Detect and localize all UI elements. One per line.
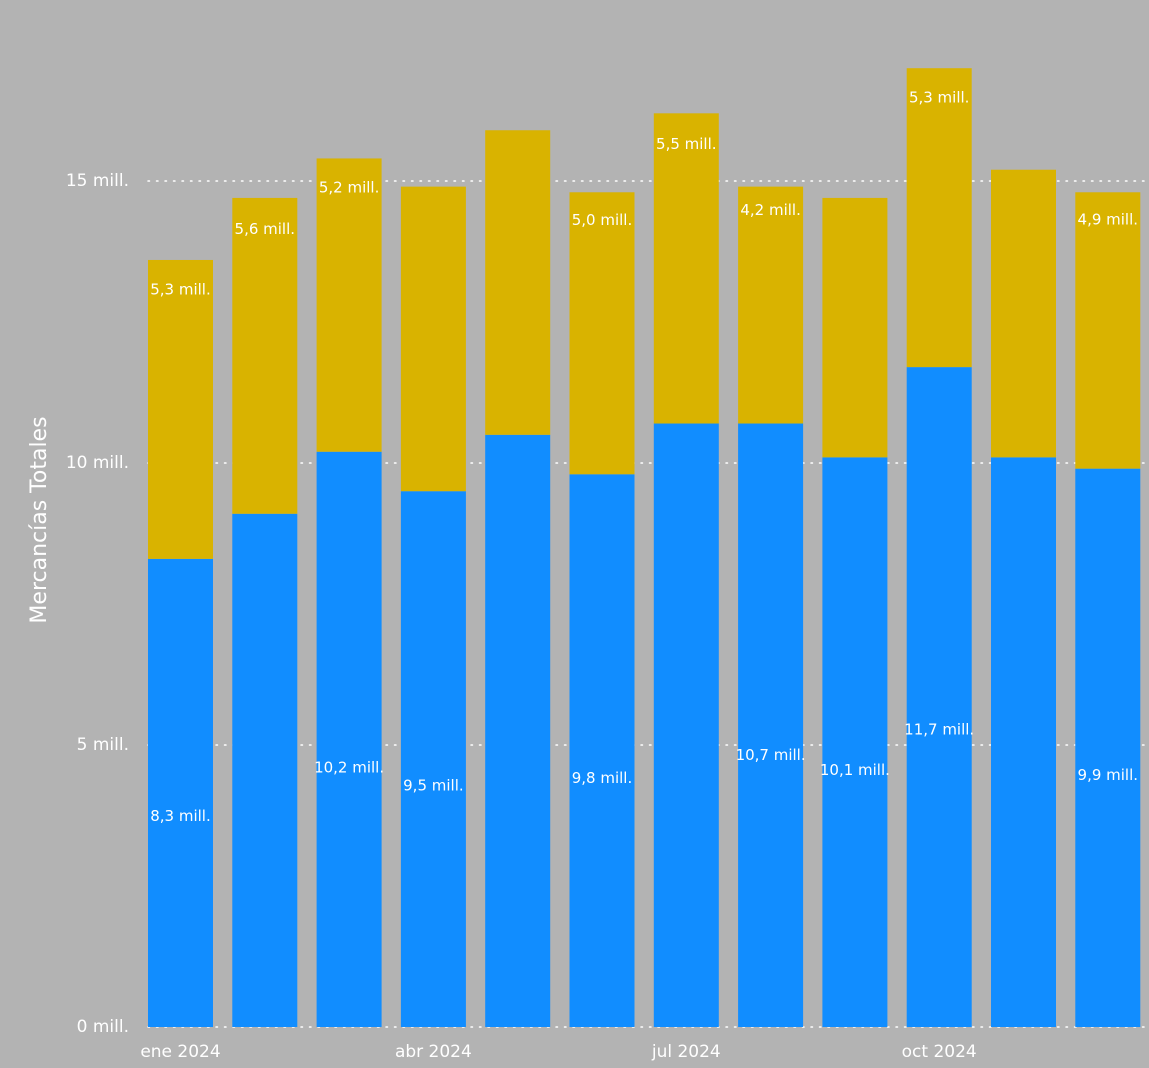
y-axis: 0 mill. 5 mill. 10 mill. 15 mill. (66, 171, 129, 1037)
bar-segment[interactable] (569, 192, 635, 475)
data-label: 10,7 mill. (736, 746, 806, 764)
bar-segment[interactable] (316, 158, 382, 452)
x-tick-label: abr 2024 (395, 1042, 472, 1062)
data-label: 9,9 mill. (1078, 766, 1139, 784)
bar-segment[interactable] (738, 186, 804, 424)
bar-segment[interactable] (822, 457, 888, 1027)
bar-segment[interactable] (316, 451, 382, 1028)
bar-segment[interactable] (991, 457, 1056, 1027)
bar-segment[interactable] (653, 423, 719, 1027)
data-label: 9,8 mill. (572, 769, 633, 787)
data-label: 5,2 mill. (319, 178, 380, 196)
x-tick-label: ene 2024 (140, 1042, 220, 1062)
data-label: 10,1 mill. (820, 761, 890, 779)
bar-segment[interactable] (148, 558, 213, 1027)
bar-segment[interactable] (148, 259, 213, 559)
data-label: 9,5 mill. (403, 776, 464, 794)
data-label: 4,2 mill. (740, 201, 801, 219)
bar-segment[interactable] (232, 197, 298, 514)
data-label: 5,3 mill. (909, 89, 970, 107)
x-axis: ene 2024 abr 2024 jul 2024 oct 2024 (140, 1042, 976, 1062)
bars (148, 68, 1141, 1028)
bar-segment[interactable] (991, 169, 1056, 458)
data-labels: 8,3 mill. 10,2 mill. 9,5 mill. 9,8 mill. 10,… (150, 89, 1138, 825)
y-tick-label: 15 mill. (66, 171, 129, 191)
data-label: 5,3 mill. (150, 280, 211, 298)
data-label: 5,0 mill. (572, 211, 633, 229)
bar-segment[interactable] (738, 423, 804, 1027)
y-tick-label: 0 mill. (77, 1017, 129, 1037)
x-tick-label: oct 2024 (902, 1042, 977, 1062)
data-label: 5,6 mill. (235, 220, 296, 238)
bar-segment[interactable] (653, 113, 719, 424)
bar-segment[interactable] (569, 474, 635, 1027)
data-label: 5,5 mill. (656, 135, 717, 153)
bar-segment[interactable] (1075, 468, 1141, 1027)
bar-segment[interactable] (485, 130, 551, 435)
bar-segment[interactable] (485, 434, 551, 1027)
bar-segment[interactable] (232, 513, 298, 1027)
x-tick-label: jul 2024 (651, 1042, 721, 1062)
gridlines (147, 180, 1149, 1028)
y-axis-title: Mercancías Totales (27, 416, 52, 623)
bar-segment[interactable] (906, 367, 972, 1027)
bar-segment[interactable] (906, 68, 972, 368)
data-label: 11,7 mill. (904, 721, 974, 739)
bar-segment[interactable] (400, 491, 466, 1027)
bar-segment[interactable] (822, 197, 888, 458)
y-tick-label: 10 mill. (66, 453, 129, 473)
bar-segment[interactable] (400, 186, 466, 492)
data-label: 4,9 mill. (1078, 210, 1139, 228)
data-label: 8,3 mill. (150, 807, 211, 825)
data-label: 10,2 mill. (314, 759, 384, 777)
bar-segment[interactable] (1075, 192, 1141, 469)
y-tick-label: 5 mill. (77, 735, 129, 755)
